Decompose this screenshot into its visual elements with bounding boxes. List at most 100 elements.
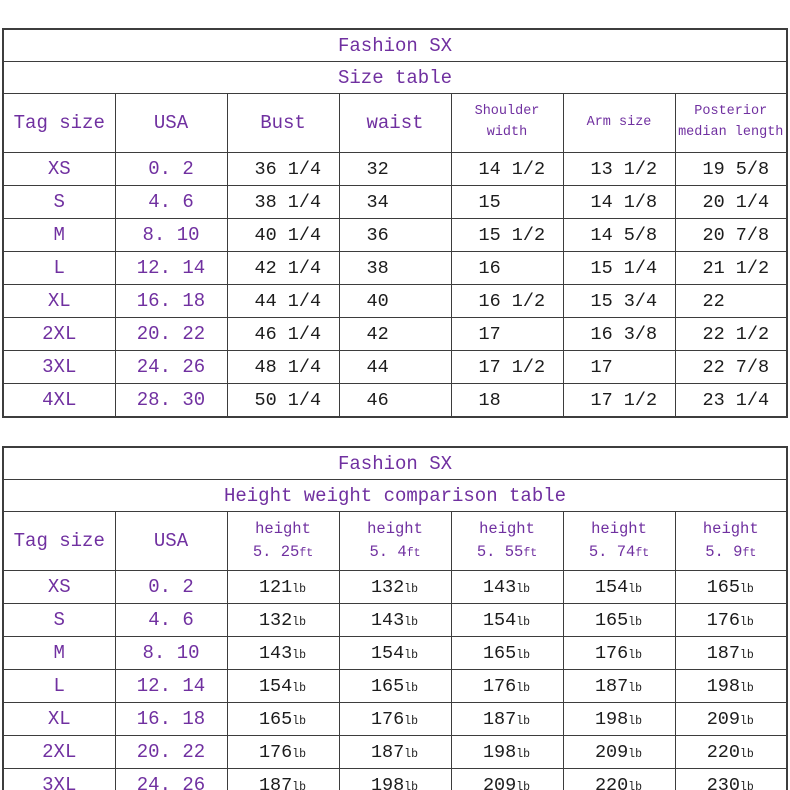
unit-label: lb bbox=[292, 648, 307, 662]
column-header: height 5. 55ft bbox=[450, 511, 564, 571]
value-cell: 18 bbox=[450, 383, 564, 418]
usa-size-cell: 20. 22 bbox=[114, 317, 228, 351]
tag-size-cell: S bbox=[2, 185, 116, 219]
unit-label: lb bbox=[740, 615, 754, 629]
tag-size-cell: 2XL bbox=[2, 317, 116, 351]
size-table: Fashion SX Size table Tag size USA Bust wai… bbox=[2, 28, 788, 418]
usa-size-cell: 0. 2 bbox=[114, 152, 228, 186]
value-cell: 176lb bbox=[674, 603, 788, 637]
value-cell: 34 bbox=[338, 185, 452, 219]
unit-label: lb bbox=[292, 747, 307, 761]
value-cell: 209lb bbox=[562, 735, 676, 769]
unit-label: ft bbox=[635, 547, 650, 560]
unit-label: lb bbox=[516, 780, 531, 790]
column-header: Posterior median length bbox=[674, 93, 788, 153]
height-weight-title-row: Fashion SX bbox=[2, 446, 788, 480]
value-cell: 220lb bbox=[674, 735, 788, 769]
height-weight-header-row: Tag size USA height 5. 25ft height 5. 4ft heig… bbox=[2, 511, 788, 571]
unit-label: lb bbox=[404, 681, 419, 695]
value-cell: 132lb bbox=[338, 570, 452, 604]
usa-size-cell: 0. 2 bbox=[114, 570, 228, 604]
tag-size-cell: 3XL bbox=[2, 768, 116, 790]
value-cell: 46 bbox=[338, 383, 452, 418]
value-cell: 176lb bbox=[338, 702, 452, 736]
value-cell: 17 bbox=[450, 317, 564, 351]
value-cell: 143lb bbox=[338, 603, 452, 637]
column-header: height 5. 25ft bbox=[226, 511, 340, 571]
value-cell: 38 bbox=[338, 251, 452, 285]
value-cell: 132lb bbox=[226, 603, 340, 637]
usa-size-cell: 24. 26 bbox=[114, 768, 228, 790]
value-cell: 187lb bbox=[450, 702, 564, 736]
column-header: Bust bbox=[226, 93, 340, 153]
value-cell: 36 bbox=[338, 218, 452, 252]
unit-label: lb bbox=[516, 615, 531, 629]
value-cell: 48 1/4 bbox=[226, 350, 340, 384]
value-cell: 40 1/4 bbox=[226, 218, 340, 252]
value-cell: 165lb bbox=[674, 570, 788, 604]
column-header: USA bbox=[114, 93, 228, 153]
unit-label: lb bbox=[404, 615, 419, 629]
unit-label: lb bbox=[740, 648, 754, 662]
value-cell: 50 1/4 bbox=[226, 383, 340, 418]
value-cell: 15 3/4 bbox=[562, 284, 676, 318]
table-row: M 8. 10 40 1/4 36 15 1/2 14 5/8 20 7/8 bbox=[2, 218, 788, 252]
value-cell: 17 1/2 bbox=[450, 350, 564, 384]
value-cell: 15 1/2 bbox=[450, 218, 564, 252]
value-cell: 16 1/2 bbox=[450, 284, 564, 318]
column-header: Tag size bbox=[2, 93, 116, 153]
usa-size-cell: 12. 14 bbox=[114, 669, 228, 703]
value-cell: 143lb bbox=[226, 636, 340, 670]
usa-size-cell: 28. 30 bbox=[114, 383, 228, 418]
tag-size-cell: 4XL bbox=[2, 383, 116, 418]
height-weight-subtitle-row: Height weight comparison table bbox=[2, 479, 788, 512]
unit-label: ft bbox=[742, 547, 757, 560]
tag-size-cell: L bbox=[2, 669, 116, 703]
table-subtitle: Size table bbox=[2, 61, 788, 94]
unit-label: ft bbox=[406, 547, 421, 560]
table-row: XS 0. 2 36 1/4 32 14 1/2 13 1/2 19 5/8 bbox=[2, 152, 788, 186]
value-cell: 14 5/8 bbox=[562, 218, 676, 252]
table-row: L 12. 14 154lb 165lb 176lb 187lb 198lb bbox=[2, 669, 788, 703]
unit-label: lb bbox=[404, 648, 419, 662]
unit-label: lb bbox=[628, 582, 643, 596]
table-row: S 4. 6 38 1/4 34 15 14 1/8 20 1/4 bbox=[2, 185, 788, 219]
value-cell: 19 5/8 bbox=[674, 152, 788, 186]
size-table-header-row: Tag size USA Bust waist Shoulder width Arm siz… bbox=[2, 93, 788, 153]
value-cell: 36 1/4 bbox=[226, 152, 340, 186]
unit-label: ft bbox=[299, 547, 314, 560]
value-cell: 21 1/2 bbox=[674, 251, 788, 285]
usa-size-cell: 8. 10 bbox=[114, 218, 228, 252]
column-header: height 5. 4ft bbox=[338, 511, 452, 571]
usa-size-cell: 4. 6 bbox=[114, 603, 228, 637]
value-cell: 198lb bbox=[450, 735, 564, 769]
value-cell: 198lb bbox=[338, 768, 452, 790]
unit-label: lb bbox=[628, 615, 643, 629]
value-cell: 14 1/2 bbox=[450, 152, 564, 186]
value-cell: 40 bbox=[338, 284, 452, 318]
usa-size-cell: 24. 26 bbox=[114, 350, 228, 384]
unit-label: lb bbox=[740, 747, 754, 761]
value-cell: 14 1/8 bbox=[562, 185, 676, 219]
tag-size-cell: M bbox=[2, 636, 116, 670]
column-header: waist bbox=[338, 93, 452, 153]
unit-label: lb bbox=[628, 681, 643, 695]
value-cell: 198lb bbox=[562, 702, 676, 736]
value-cell: 15 1/4 bbox=[562, 251, 676, 285]
tag-size-cell: S bbox=[2, 603, 116, 637]
table-row: S 4. 6 132lb 143lb 154lb 165lb 176lb bbox=[2, 603, 788, 637]
usa-size-cell: 16. 18 bbox=[114, 702, 228, 736]
height-weight-table: Fashion SX Height weight comparison tabl… bbox=[2, 446, 788, 790]
table-row: XL 16. 18 165lb 176lb 187lb 198lb 209lb bbox=[2, 702, 788, 736]
value-cell: 154lb bbox=[562, 570, 676, 604]
value-cell: 22 bbox=[674, 284, 788, 318]
unit-label: lb bbox=[516, 582, 531, 596]
value-cell: 20 1/4 bbox=[674, 185, 788, 219]
unit-label: lb bbox=[516, 747, 531, 761]
value-cell: 16 bbox=[450, 251, 564, 285]
height-weight-table-body: XS 0. 2 121lb 132lb 143lb 154lb 165lb S 4. 6 132l… bbox=[2, 570, 788, 790]
column-header: Shoulder width bbox=[450, 93, 564, 153]
tag-size-cell: XL bbox=[2, 284, 116, 318]
usa-size-cell: 16. 18 bbox=[114, 284, 228, 318]
column-header: USA bbox=[114, 511, 228, 571]
